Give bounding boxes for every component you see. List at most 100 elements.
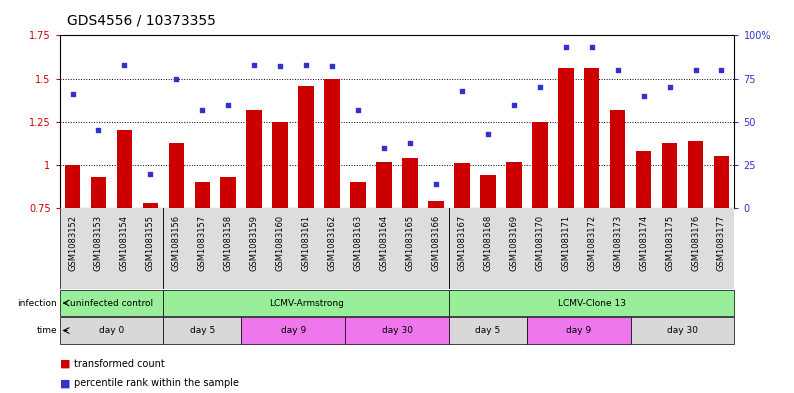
Bar [324,79,340,338]
Point [118,62,131,68]
Point [585,44,598,51]
Text: GSM1083167: GSM1083167 [457,215,466,271]
Bar [65,165,80,338]
FancyBboxPatch shape [60,317,164,344]
FancyBboxPatch shape [345,317,449,344]
Text: GSM1083168: GSM1083168 [484,215,492,271]
Point [715,67,728,73]
Point [663,84,676,90]
Text: ■: ■ [60,378,74,388]
Text: percentile rank within the sample: percentile rank within the sample [74,378,239,388]
Text: GSM1083163: GSM1083163 [353,215,363,271]
Bar [319,208,345,289]
Point [403,140,416,146]
Bar [449,208,475,289]
Bar [241,208,268,289]
Bar [558,68,573,338]
Text: GSM1083177: GSM1083177 [717,215,726,271]
Bar [584,68,599,338]
Bar [164,208,189,289]
Text: GSM1083169: GSM1083169 [509,215,518,271]
Text: day 9: day 9 [566,326,592,335]
Bar [605,208,630,289]
Point [66,91,79,97]
Bar [293,208,319,289]
Point [300,62,313,68]
Text: uninfected control: uninfected control [70,299,153,307]
Bar [610,110,626,338]
Bar [371,208,397,289]
FancyBboxPatch shape [449,290,734,316]
Bar [532,122,548,338]
Bar [195,182,210,338]
Text: GSM1083158: GSM1083158 [224,215,233,271]
Bar [423,208,449,289]
Bar [708,208,734,289]
Text: GSM1083157: GSM1083157 [198,215,206,271]
Text: day 30: day 30 [667,326,698,335]
FancyBboxPatch shape [241,317,345,344]
FancyBboxPatch shape [449,317,526,344]
Text: day 30: day 30 [381,326,413,335]
Bar [657,208,683,289]
Text: GDS4556 / 10373355: GDS4556 / 10373355 [67,13,216,28]
Point [638,93,650,99]
Text: GSM1083171: GSM1083171 [561,215,570,271]
Bar [428,201,444,338]
Bar [714,156,729,338]
Point [144,171,156,177]
Text: day 5: day 5 [476,326,500,335]
Bar [299,86,314,338]
Text: GSM1083176: GSM1083176 [691,215,700,271]
Text: LCMV-Clone 13: LCMV-Clone 13 [557,299,626,307]
Text: GSM1083170: GSM1083170 [535,215,544,271]
Bar [376,162,391,338]
Text: GSM1083160: GSM1083160 [276,215,285,271]
Bar [246,110,262,338]
FancyBboxPatch shape [164,317,241,344]
Point [481,131,494,137]
Text: GSM1083154: GSM1083154 [120,215,129,271]
Bar [553,208,579,289]
Text: GSM1083155: GSM1083155 [146,215,155,271]
FancyBboxPatch shape [630,317,734,344]
Point [430,181,442,187]
Bar [350,182,366,338]
FancyBboxPatch shape [60,290,164,316]
Text: GSM1083173: GSM1083173 [613,215,622,271]
Point [222,101,235,108]
Text: day 5: day 5 [190,326,215,335]
FancyBboxPatch shape [164,290,449,316]
Text: GSM1083152: GSM1083152 [68,215,77,271]
Text: GSM1083161: GSM1083161 [302,215,310,271]
Bar [501,208,526,289]
Bar [397,208,423,289]
Text: GSM1083175: GSM1083175 [665,215,674,271]
Point [560,44,572,51]
Text: day 0: day 0 [98,326,124,335]
Point [274,63,287,70]
Text: infection: infection [17,299,57,307]
Text: GSM1083172: GSM1083172 [588,215,596,271]
Bar [683,208,708,289]
Bar [688,141,703,338]
Point [248,62,260,68]
Point [92,127,105,134]
Text: GSM1083165: GSM1083165 [406,215,414,271]
Point [534,84,546,90]
Point [378,145,391,151]
Text: transformed count: transformed count [74,358,164,369]
Text: GSM1083159: GSM1083159 [250,215,259,271]
Point [456,88,468,94]
Bar [272,122,288,338]
Bar [117,130,133,338]
Text: GSM1083166: GSM1083166 [431,215,441,271]
Bar [345,208,371,289]
Bar [143,203,158,338]
Bar [60,208,86,289]
Text: GSM1083156: GSM1083156 [172,215,181,271]
Text: GSM1083174: GSM1083174 [639,215,648,271]
Text: GSM1083162: GSM1083162 [328,215,337,271]
Text: GSM1083153: GSM1083153 [94,215,103,271]
Bar [137,208,164,289]
